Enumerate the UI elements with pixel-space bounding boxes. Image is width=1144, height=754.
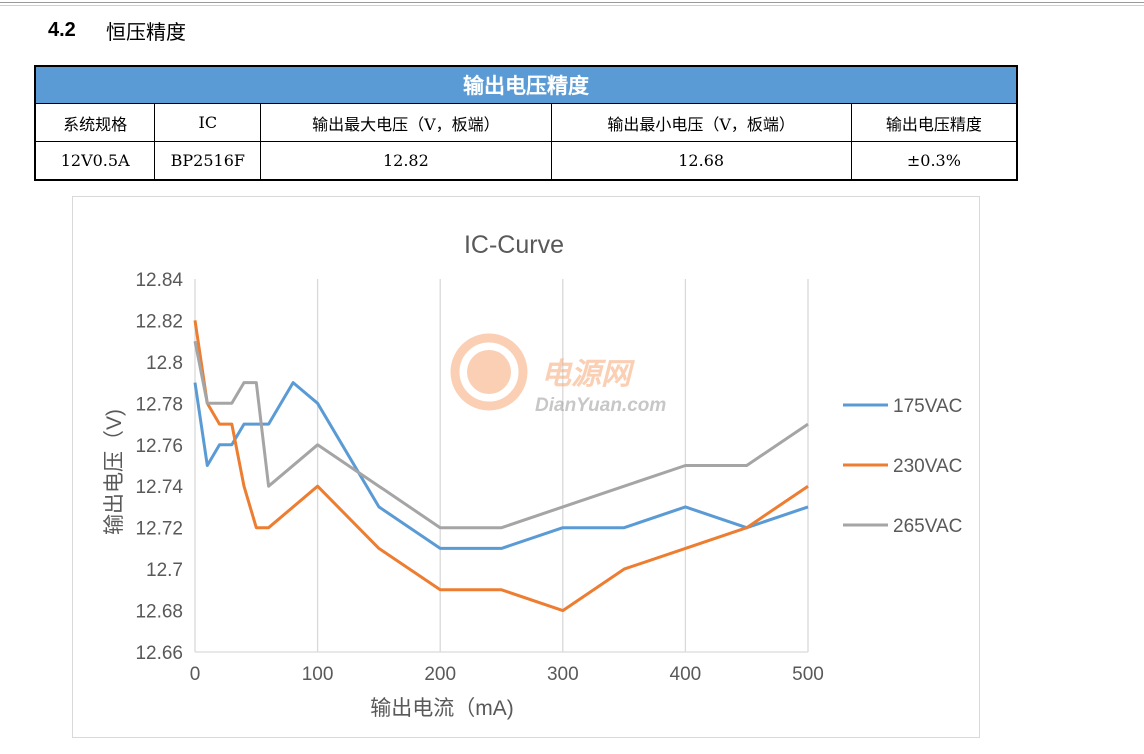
x-tick-labels: 0 100 200 300 400 500: [190, 664, 824, 685]
top-border-line: [0, 2, 1144, 3]
x-tick-label: 0: [190, 664, 201, 685]
y-tick-label: 12.84: [135, 270, 183, 291]
cell-min-voltage: 12.68: [550, 141, 852, 181]
x-tick-label: 100: [302, 664, 334, 685]
watermark-site: DianYuan.com: [535, 395, 666, 416]
chart-svg: IC-Curve 12.6612.6812.712.7212.7412.7612…: [103, 231, 962, 720]
x-tick-label: 200: [424, 664, 456, 685]
chart-title: IC-Curve: [464, 231, 564, 259]
chart-legend: 175VAC 230VAC 265VAC: [843, 396, 962, 537]
y-tick-label: 12.72: [135, 519, 183, 540]
table-banner: 输出电压精度: [34, 65, 1018, 104]
series-line-230VAC: [193, 320, 809, 613]
series-line-175VAC: [193, 381, 809, 550]
ic-curve-chart: IC-Curve 12.66 12.68 12.7 12.72 12.74 12.76 12…: [72, 196, 980, 738]
legend-label: 265VAC: [893, 516, 962, 537]
header-cell-accuracy: 输出电压精度: [850, 103, 1018, 142]
logo-ring: [450, 333, 528, 411]
cell-max-voltage: 12.82: [260, 141, 552, 181]
x-tick-label: 400: [670, 664, 702, 685]
y-tick-label: 12.74: [135, 477, 183, 498]
y-tick-label: 12.76: [135, 436, 183, 457]
y-tick-label: 12.68: [135, 602, 183, 623]
header-cell-spec: 系统规格: [34, 103, 156, 142]
x-tick-label: 300: [547, 664, 579, 685]
legend-label: 175VAC: [893, 396, 962, 417]
section-number: 4.2: [48, 18, 76, 41]
y-tick-label: 12.66: [135, 643, 183, 664]
cell-spec: 12V0.5A: [34, 141, 156, 181]
y-tick-label: 12.82: [135, 311, 183, 332]
cell-accuracy: ±0.3%: [850, 141, 1018, 181]
header-cell-min-voltage: 输出最小电压（V，板端）: [550, 103, 852, 142]
cell-ic: BP2516F: [154, 141, 262, 181]
y-tick-labels: 12.66 12.68 12.7 12.72 12.74 12.76 12.78 12.8 12…: [135, 270, 183, 664]
section-heading: 4.2 恒压精度: [48, 16, 186, 44]
table-row: 12V0.5A BP2516F 12.82 12.68 ±0.3%: [34, 141, 1018, 181]
series-lines: [193, 320, 809, 613]
y-tick-label: 12.7: [146, 560, 183, 581]
plug-icon: [467, 350, 511, 394]
header-cell-ic: IC: [154, 103, 262, 142]
legend-label: 230VAC: [893, 456, 962, 477]
series-line-265VAC: [193, 340, 809, 530]
table-header-row: 系统规格 IC 输出最大电压（V，板端） 输出最小电压（V，板端） 输出电压精度: [34, 103, 1018, 142]
x-axis-label: 输出电流（mA): [370, 697, 514, 720]
top-border-line-secondary: [0, 5, 1144, 6]
section-title: 恒压精度: [106, 19, 186, 44]
x-tick-label: 500: [792, 664, 824, 685]
voltage-accuracy-table: 输出电压精度 系统规格 IC 输出最大电压（V，板端） 输出最小电压（V，板端）…: [34, 65, 1018, 181]
y-tick-label: 12.8: [146, 353, 183, 374]
watermark-logo: 电源网 DianYuan.com: [450, 333, 666, 416]
y-axis-label: 输出电压（V): [103, 409, 126, 535]
watermark-brand: 电源网: [541, 358, 635, 391]
header-cell-max-voltage: 输出最大电压（V，板端）: [260, 103, 552, 142]
y-tick-label: 12.78: [135, 394, 183, 415]
